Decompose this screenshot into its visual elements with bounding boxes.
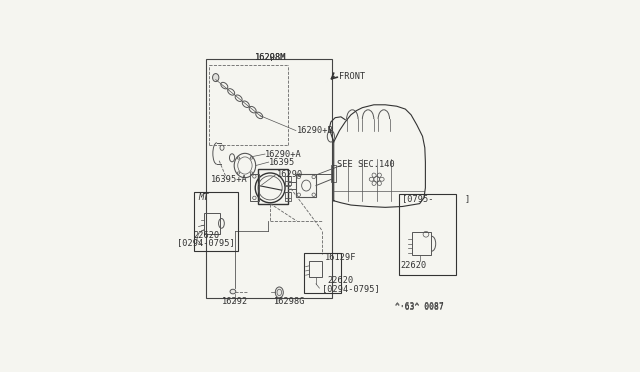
Text: [0294-0795]: [0294-0795] (177, 238, 235, 247)
Bar (204, 213, 220, 234)
Bar (285, 192, 291, 201)
Bar (309, 261, 323, 277)
Text: 16129F: 16129F (325, 253, 356, 262)
Bar (250, 173, 259, 201)
Text: 16395+A: 16395+A (211, 175, 247, 185)
Text: SEE SEC.140: SEE SEC.140 (337, 160, 394, 169)
Text: FRONT: FRONT (339, 72, 365, 81)
Bar (332, 165, 336, 182)
Text: MT: MT (198, 193, 209, 202)
Text: 22620: 22620 (193, 231, 220, 240)
Ellipse shape (230, 289, 236, 294)
Bar (258, 169, 288, 203)
Text: 22620: 22620 (328, 276, 354, 285)
Text: 16290: 16290 (276, 170, 303, 179)
Text: 22620: 22620 (401, 261, 427, 270)
Text: 16298M: 16298M (255, 53, 287, 62)
Bar (399, 193, 456, 275)
Bar (285, 176, 291, 185)
Text: 16395: 16395 (269, 158, 295, 167)
Bar (412, 232, 431, 255)
Text: 16298G: 16298G (273, 297, 305, 307)
Bar (206, 59, 332, 298)
Ellipse shape (212, 74, 219, 81)
Bar (194, 192, 238, 251)
Ellipse shape (275, 287, 284, 298)
Text: ^·63^ 0087: ^·63^ 0087 (396, 302, 444, 311)
Bar (303, 253, 341, 293)
Text: 16292: 16292 (222, 297, 248, 307)
Text: 16298M: 16298M (255, 53, 287, 62)
Text: [0294-0795]: [0294-0795] (322, 284, 380, 293)
Text: ^·63^ 0087: ^·63^ 0087 (396, 303, 444, 312)
Bar (296, 174, 316, 197)
Text: 16290+B: 16290+B (296, 126, 333, 135)
Text: 16290+A: 16290+A (265, 150, 301, 158)
Text: [0795-      ]: [0795- ] (403, 194, 471, 203)
